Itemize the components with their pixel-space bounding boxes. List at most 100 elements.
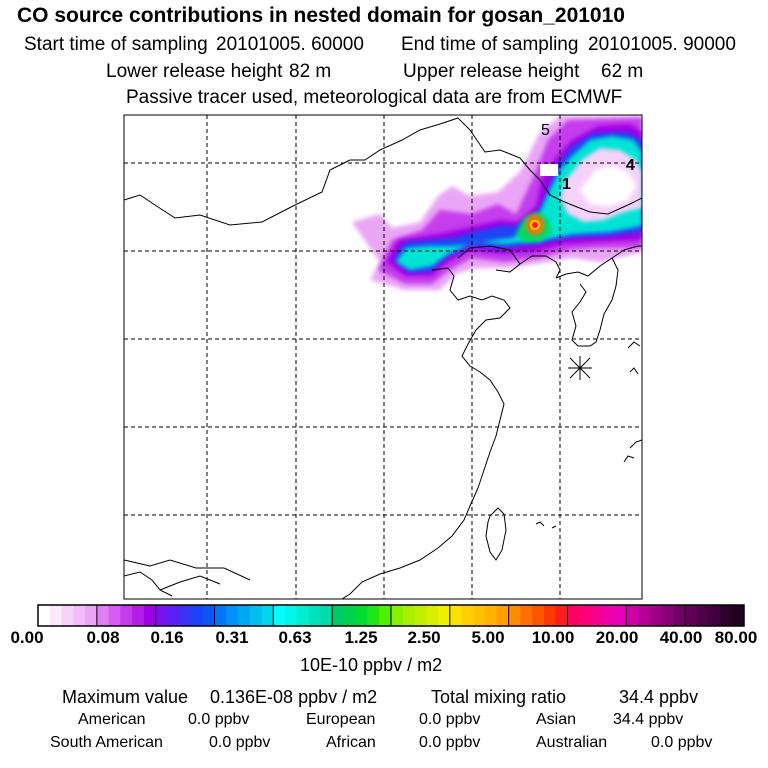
colorbar-swatch xyxy=(438,605,451,626)
colorbar-swatch xyxy=(343,605,357,626)
colorbar-tick: 0.00 xyxy=(10,628,44,647)
region-value: 0.0 ppbv xyxy=(188,711,250,728)
colorbar-tick: 0.31 xyxy=(215,628,249,647)
colorbar-swatch xyxy=(485,605,498,626)
colorbar-swatch xyxy=(555,605,568,626)
colorbar-swatch xyxy=(614,605,627,626)
colorbar-swatch xyxy=(120,605,133,626)
plot-title: CO source contributions in nested domain… xyxy=(17,4,625,27)
lower-height-value: 82 m xyxy=(289,61,332,82)
colorbar-swatch xyxy=(543,605,557,626)
colorbar-tick: 5.00 xyxy=(471,628,505,647)
colorbar-swatch xyxy=(155,605,168,626)
colorbar-swatch xyxy=(567,605,580,626)
colorbar-swatch xyxy=(402,605,416,626)
colorbar-swatch xyxy=(273,605,286,626)
colorbar-swatch xyxy=(508,605,521,626)
region-name: South American xyxy=(50,734,163,751)
max-value-label: Maximum value xyxy=(62,687,189,707)
colorbar-swatch xyxy=(579,605,592,626)
plume-white xyxy=(580,166,636,206)
colorbar-swatch xyxy=(367,605,380,626)
colorbar-tick: 1.25 xyxy=(344,628,378,647)
plume-layer xyxy=(352,116,642,290)
colorbar-swatch xyxy=(226,605,239,626)
colorbar-tick: 10.00 xyxy=(531,628,575,647)
colorbar-swatch xyxy=(414,605,427,626)
total-mixing-label: Total mixing ratio xyxy=(431,687,567,707)
colorbar-swatch xyxy=(379,605,392,626)
colorbar xyxy=(37,604,745,627)
map-frame xyxy=(123,114,643,600)
upper-height-value: 62 m xyxy=(601,61,644,82)
region-name: African xyxy=(326,734,376,751)
colorbar-swatch xyxy=(249,605,263,626)
region-value: 0.0 ppbv xyxy=(419,711,481,728)
colorbar-swatch xyxy=(73,605,86,626)
colorbar-swatch xyxy=(38,605,51,626)
colorbar-swatch xyxy=(591,605,604,626)
region-value: 0.0 ppbv xyxy=(419,734,481,751)
colorbar-tick: 0.16 xyxy=(150,628,184,647)
colorbar-swatch xyxy=(296,605,310,626)
marker-4: 4 xyxy=(626,157,635,174)
colorbar-swatch xyxy=(167,605,180,626)
region-name: European xyxy=(306,711,376,728)
colorbar-swatch xyxy=(461,605,474,626)
colorbar-swatch xyxy=(685,605,698,626)
colorbar-swatch xyxy=(308,605,321,626)
colorbar-swatch xyxy=(143,605,157,626)
colorbar-swatch xyxy=(732,605,745,626)
colorbar-swatch xyxy=(132,605,145,626)
region-name: Australian xyxy=(536,734,608,751)
colorbar-swatch xyxy=(473,605,486,626)
region-value: 0.0 ppbv xyxy=(651,734,713,751)
colorbar-swatch xyxy=(638,605,651,626)
coastlines xyxy=(124,117,642,599)
colorbar-swatch xyxy=(449,605,463,626)
colorbar-swatch xyxy=(190,605,204,626)
end-time-value: 20101005. 90000 xyxy=(588,34,736,55)
colorbar-swatch xyxy=(202,605,215,626)
end-time-label: End time of sampling xyxy=(401,34,579,55)
colorbar-swatch xyxy=(532,605,545,626)
colorbar-swatch xyxy=(720,605,733,626)
colorbar-swatch xyxy=(626,605,639,626)
colorbar-swatch xyxy=(355,605,368,626)
colorbar-swatch xyxy=(49,605,63,626)
colorbar-swatch xyxy=(696,605,710,626)
colorbar-swatch xyxy=(238,605,251,626)
receptor-star-icon xyxy=(568,356,592,380)
region-value: 0.0 ppbv xyxy=(209,734,271,751)
colorbar-tick: 0.63 xyxy=(278,628,312,647)
colorbar-tick: 0.08 xyxy=(86,628,120,647)
colorbar-tick: 80.00 xyxy=(714,628,758,647)
plume-gap xyxy=(540,164,558,176)
region-value: 34.4 ppbv xyxy=(613,711,684,728)
colorbar-swatch xyxy=(85,605,98,626)
colorbar-tick: 40.00 xyxy=(659,628,703,647)
colorbar-swatch xyxy=(496,605,510,626)
colorbar-swatch xyxy=(602,605,616,626)
colorbar-tick: 20.00 xyxy=(595,628,639,647)
max-value: 0.136E-08 ppbv / m2 xyxy=(210,687,378,707)
colorbar-unit: 10E-10 ppbv / m2 xyxy=(300,655,443,675)
colorbar-swatch xyxy=(179,605,192,626)
colorbar-swatch xyxy=(285,605,298,626)
start-time-value: 20101005. 60000 xyxy=(216,34,364,55)
total-mixing-value: 34.4 ppbv xyxy=(619,687,699,707)
colorbar-swatch xyxy=(520,605,533,626)
colorbar-tick: 2.50 xyxy=(407,628,441,647)
plume-max-red xyxy=(532,222,538,228)
marker-5: 5 xyxy=(541,122,550,139)
colorbar-frame xyxy=(37,604,745,627)
tracer-note: Passive tracer used, meteorological data… xyxy=(126,87,623,108)
colorbar-swatch xyxy=(61,605,74,626)
colorbar-swatch xyxy=(673,605,686,626)
colorbar-swatch xyxy=(96,605,110,626)
region-name: Asian xyxy=(536,711,577,728)
colorbar-swatch xyxy=(214,605,227,626)
colorbar-swatch xyxy=(261,605,274,626)
colorbar-swatch xyxy=(391,605,404,626)
